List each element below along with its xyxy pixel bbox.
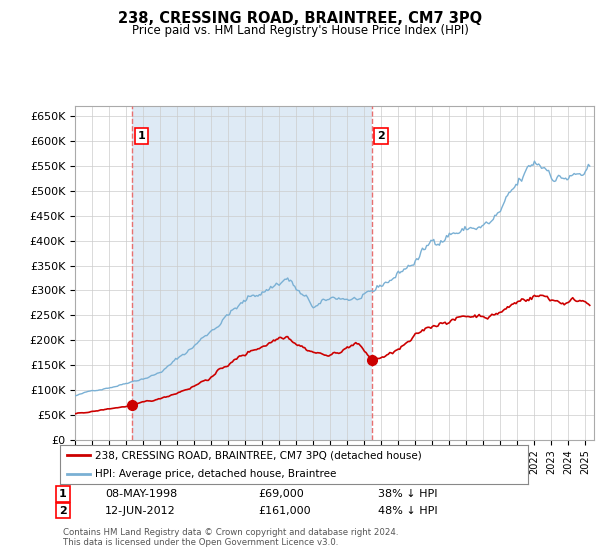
Text: 12-JUN-2012: 12-JUN-2012 xyxy=(105,506,176,516)
Text: Contains HM Land Registry data © Crown copyright and database right 2024.
This d: Contains HM Land Registry data © Crown c… xyxy=(63,528,398,547)
Bar xyxy=(133,106,372,440)
Text: 238, CRESSING ROAD, BRAINTREE, CM7 3PQ: 238, CRESSING ROAD, BRAINTREE, CM7 3PQ xyxy=(118,11,482,26)
Text: £69,000: £69,000 xyxy=(258,489,304,499)
Text: HPI: Average price, detached house, Braintree: HPI: Average price, detached house, Brai… xyxy=(95,469,337,479)
Text: 48% ↓ HPI: 48% ↓ HPI xyxy=(378,506,437,516)
Text: Price paid vs. HM Land Registry's House Price Index (HPI): Price paid vs. HM Land Registry's House … xyxy=(131,24,469,36)
Text: 2: 2 xyxy=(377,131,385,141)
Text: 38% ↓ HPI: 38% ↓ HPI xyxy=(378,489,437,499)
Text: £161,000: £161,000 xyxy=(258,506,311,516)
Text: 238, CRESSING ROAD, BRAINTREE, CM7 3PQ (detached house): 238, CRESSING ROAD, BRAINTREE, CM7 3PQ (… xyxy=(95,450,422,460)
Text: 1: 1 xyxy=(59,489,67,499)
Text: 1: 1 xyxy=(137,131,145,141)
Text: 08-MAY-1998: 08-MAY-1998 xyxy=(105,489,177,499)
Text: 2: 2 xyxy=(59,506,67,516)
